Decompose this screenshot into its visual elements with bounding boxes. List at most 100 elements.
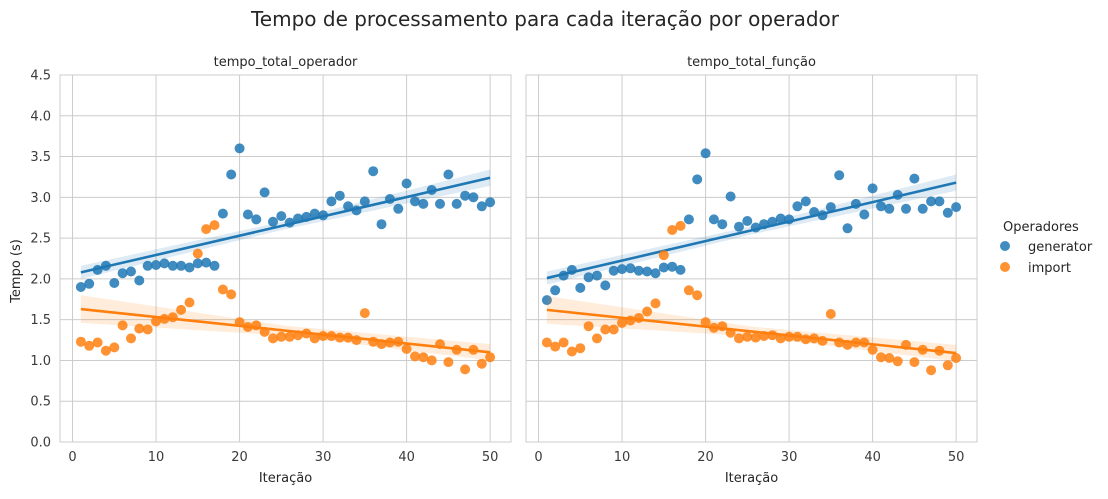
data-point (583, 321, 594, 332)
data-point (75, 282, 86, 292)
data-point (917, 203, 928, 214)
data-point (658, 262, 669, 273)
data-point (592, 333, 602, 344)
data-point (234, 143, 245, 154)
data-point (700, 148, 711, 159)
data-point (708, 214, 719, 225)
data-point (435, 198, 445, 209)
data-point (359, 196, 370, 207)
data-point (550, 341, 561, 352)
data-point (742, 331, 753, 342)
data-point (617, 317, 627, 328)
data-point (217, 208, 228, 219)
data-point (92, 337, 103, 348)
data-point (558, 337, 569, 348)
data-point (309, 208, 320, 219)
trend-line (546, 181, 957, 280)
x-tick-label: 50 (482, 450, 499, 465)
data-point (942, 207, 953, 218)
data-point (700, 317, 711, 328)
panel-title: tempo_total_função (687, 55, 816, 70)
data-point (134, 275, 145, 286)
data-point (326, 196, 337, 207)
data-point (126, 333, 136, 344)
data-point (926, 196, 937, 207)
y-tick-label: 4.0 (30, 109, 51, 124)
data-point (126, 266, 136, 277)
data-point (134, 323, 145, 334)
panel-frame (525, 74, 978, 443)
data-point (876, 201, 886, 212)
data-point (541, 295, 552, 306)
data-point (575, 282, 586, 293)
data-point (268, 216, 278, 227)
data-point (825, 202, 836, 213)
data-point (650, 298, 661, 309)
data-point (334, 190, 345, 201)
x-tick-label: 10 (614, 450, 631, 465)
data-point (650, 268, 661, 279)
data-point (600, 324, 611, 335)
legend-marker-generator (1000, 241, 1010, 251)
legend-label-import: import (1028, 261, 1071, 276)
panel-2: tempo_total_função 0 10 20 30 40 50 Iteração (525, 55, 978, 486)
data-point (485, 352, 496, 363)
data-point (468, 192, 479, 203)
data-point (750, 332, 761, 343)
data-point (884, 353, 895, 363)
data-point (608, 265, 619, 276)
data-point (109, 278, 120, 288)
data-point (734, 221, 744, 232)
data-point (151, 260, 161, 270)
data-point (359, 308, 370, 319)
data-point (418, 352, 429, 363)
trend-line (80, 307, 491, 354)
data-point (100, 345, 111, 356)
data-point (268, 333, 278, 344)
data-point (259, 187, 270, 198)
x-axis-label: Iteração (725, 471, 778, 486)
data-point (667, 225, 678, 235)
data-point (842, 223, 853, 234)
data-point (541, 337, 552, 348)
data-point (834, 170, 845, 181)
data-point (658, 250, 669, 261)
data-point (476, 201, 487, 212)
data-point (84, 278, 95, 289)
data-point (142, 260, 153, 271)
data-point (683, 214, 694, 225)
data-point (226, 289, 237, 300)
data-point (176, 304, 187, 315)
data-point (892, 356, 903, 367)
data-point (485, 197, 496, 208)
legend: Operadores generator import (1000, 220, 1093, 276)
legend-title: Operadores (1003, 220, 1079, 235)
data-point (117, 320, 128, 331)
data-point (675, 220, 686, 231)
data-point (242, 209, 253, 220)
data-point (84, 340, 95, 351)
y-tick-label: 2.0 (30, 272, 51, 287)
data-point (566, 346, 577, 357)
data-point (717, 219, 728, 230)
data-point (176, 260, 187, 271)
data-point (909, 357, 920, 368)
trend-line (80, 176, 491, 274)
data-point (876, 352, 886, 363)
x-tick-label: 40 (398, 450, 415, 465)
series-import (541, 220, 962, 376)
data-point (667, 261, 678, 272)
y-tick-label: 4.5 (30, 69, 51, 84)
data-point (443, 169, 454, 180)
x-tick-label: 50 (948, 450, 965, 465)
data-point (209, 260, 220, 271)
data-point (934, 196, 945, 207)
series-generator (541, 148, 962, 306)
data-point (151, 316, 161, 327)
data-point (401, 178, 412, 189)
x-tick-label: 0 (68, 450, 76, 465)
legend-marker-import (1000, 262, 1010, 272)
data-point (201, 257, 212, 268)
data-point (117, 268, 128, 279)
